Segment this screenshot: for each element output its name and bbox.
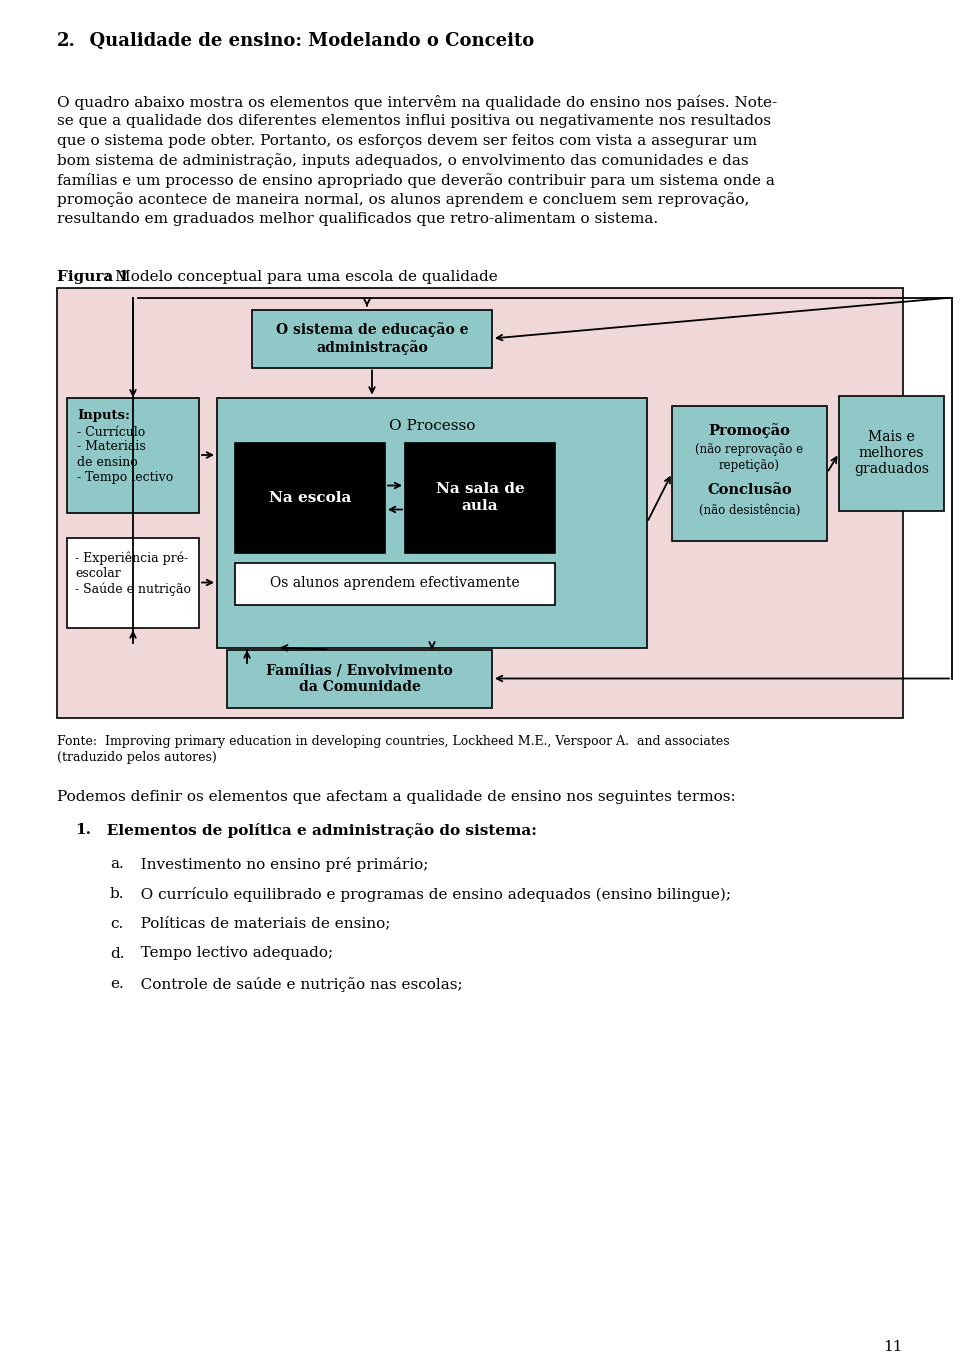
Text: promoção acontece de maneira normal, os alunos aprendem e concluem sem reprovaçã: promoção acontece de maneira normal, os …	[57, 192, 750, 207]
Text: 1.: 1.	[75, 823, 91, 837]
Text: Famílias / Envolvimento
da Comunidade: Famílias / Envolvimento da Comunidade	[266, 663, 453, 693]
Text: e.: e.	[110, 976, 124, 991]
Text: Investimento no ensino pré primário;: Investimento no ensino pré primário;	[126, 856, 428, 871]
Bar	[57, 288, 903, 718]
Text: Podemos definir os elementos que afectam a qualidade de ensino nos seguintes ter: Podemos definir os elementos que afectam…	[57, 790, 735, 804]
Text: Controle de saúde e nutrição nas escolas;: Controle de saúde e nutrição nas escolas…	[126, 976, 463, 991]
Text: O quadro abaixo mostra os elementos que intervêm na qualidade do ensino nos país: O quadro abaixo mostra os elementos que …	[57, 96, 778, 111]
Bar	[217, 397, 647, 647]
Text: - Currículo
- Materiais
de ensino
- Tempo lectivo: - Currículo - Materiais de ensino - Temp…	[77, 426, 173, 483]
Text: Qualidade de ensino: Modelando o Conceito: Qualidade de ensino: Modelando o Conceit…	[77, 31, 535, 51]
Text: Conclusão: Conclusão	[708, 483, 792, 497]
Text: Os alunos aprendem efectivamente: Os alunos aprendem efectivamente	[270, 576, 519, 591]
Text: Elementos de política e administração do sistema:: Elementos de política e administração do…	[91, 823, 537, 838]
Text: Mais e
melhores
graduados: Mais e melhores graduados	[854, 430, 929, 476]
Text: (não desistência): (não desistência)	[699, 504, 801, 516]
Text: 11: 11	[883, 1340, 903, 1354]
Text: bom sistema de administração, inputs adequados, o envolvimento das comunidades e: bom sistema de administração, inputs ade…	[57, 153, 749, 168]
Bar	[235, 562, 555, 605]
Text: 2.: 2.	[57, 31, 76, 51]
Bar	[235, 442, 385, 553]
Text: Tempo lectivo adequado;: Tempo lectivo adequado;	[126, 946, 333, 961]
Text: a.: a.	[110, 856, 124, 871]
Bar	[227, 650, 492, 707]
Text: Promoção: Promoção	[708, 423, 790, 438]
Text: b.: b.	[110, 886, 125, 901]
Text: se que a qualidade dos diferentes elementos influi positiva ou negativamente nos: se que a qualidade dos diferentes elemen…	[57, 115, 771, 128]
Text: Inputs:: Inputs:	[77, 410, 130, 423]
Text: Na sala de
aula: Na sala de aula	[436, 482, 524, 513]
Text: : Modelo conceptual para uma escola de qualidade: : Modelo conceptual para uma escola de q…	[105, 269, 497, 284]
Bar	[839, 396, 944, 511]
Text: - Experiência pré-
escolar
- Saúde e nutrição: - Experiência pré- escolar - Saúde e nut…	[75, 551, 191, 595]
Text: O Processo: O Processo	[389, 419, 475, 434]
Text: Fonte:  Improving primary education in developing countries, Lockheed M.E., Vers: Fonte: Improving primary education in de…	[57, 736, 730, 748]
Text: famílias e um processo de ensino apropriado que deverão contribuir para um siste: famílias e um processo de ensino apropri…	[57, 173, 775, 188]
Text: c.: c.	[110, 916, 123, 931]
Bar	[405, 442, 555, 553]
Text: O currículo equilibrado e programas de ensino adequados (ensino bilingue);: O currículo equilibrado e programas de e…	[126, 886, 731, 901]
Bar	[67, 538, 199, 628]
Text: (não reprovação e
repetição): (não reprovação e repetição)	[695, 444, 804, 471]
Text: que o sistema pode obter. Portanto, os esforços devem ser feitos com vista a ass: que o sistema pode obter. Portanto, os e…	[57, 134, 757, 147]
Text: d.: d.	[110, 946, 125, 961]
Bar	[672, 405, 827, 541]
Text: O sistema de educação e
administração: O sistema de educação e administração	[276, 322, 468, 355]
Text: Na escola: Na escola	[269, 490, 351, 505]
Text: (traduzido pelos autores): (traduzido pelos autores)	[57, 752, 217, 764]
Text: Políticas de materiais de ensino;: Políticas de materiais de ensino;	[126, 916, 391, 931]
Bar	[252, 310, 492, 367]
Text: Figura 1: Figura 1	[57, 269, 130, 284]
Bar	[67, 397, 199, 512]
Text: resultando em graduados melhor qualificados que retro-alimentam o sistema.: resultando em graduados melhor qualifica…	[57, 212, 659, 227]
